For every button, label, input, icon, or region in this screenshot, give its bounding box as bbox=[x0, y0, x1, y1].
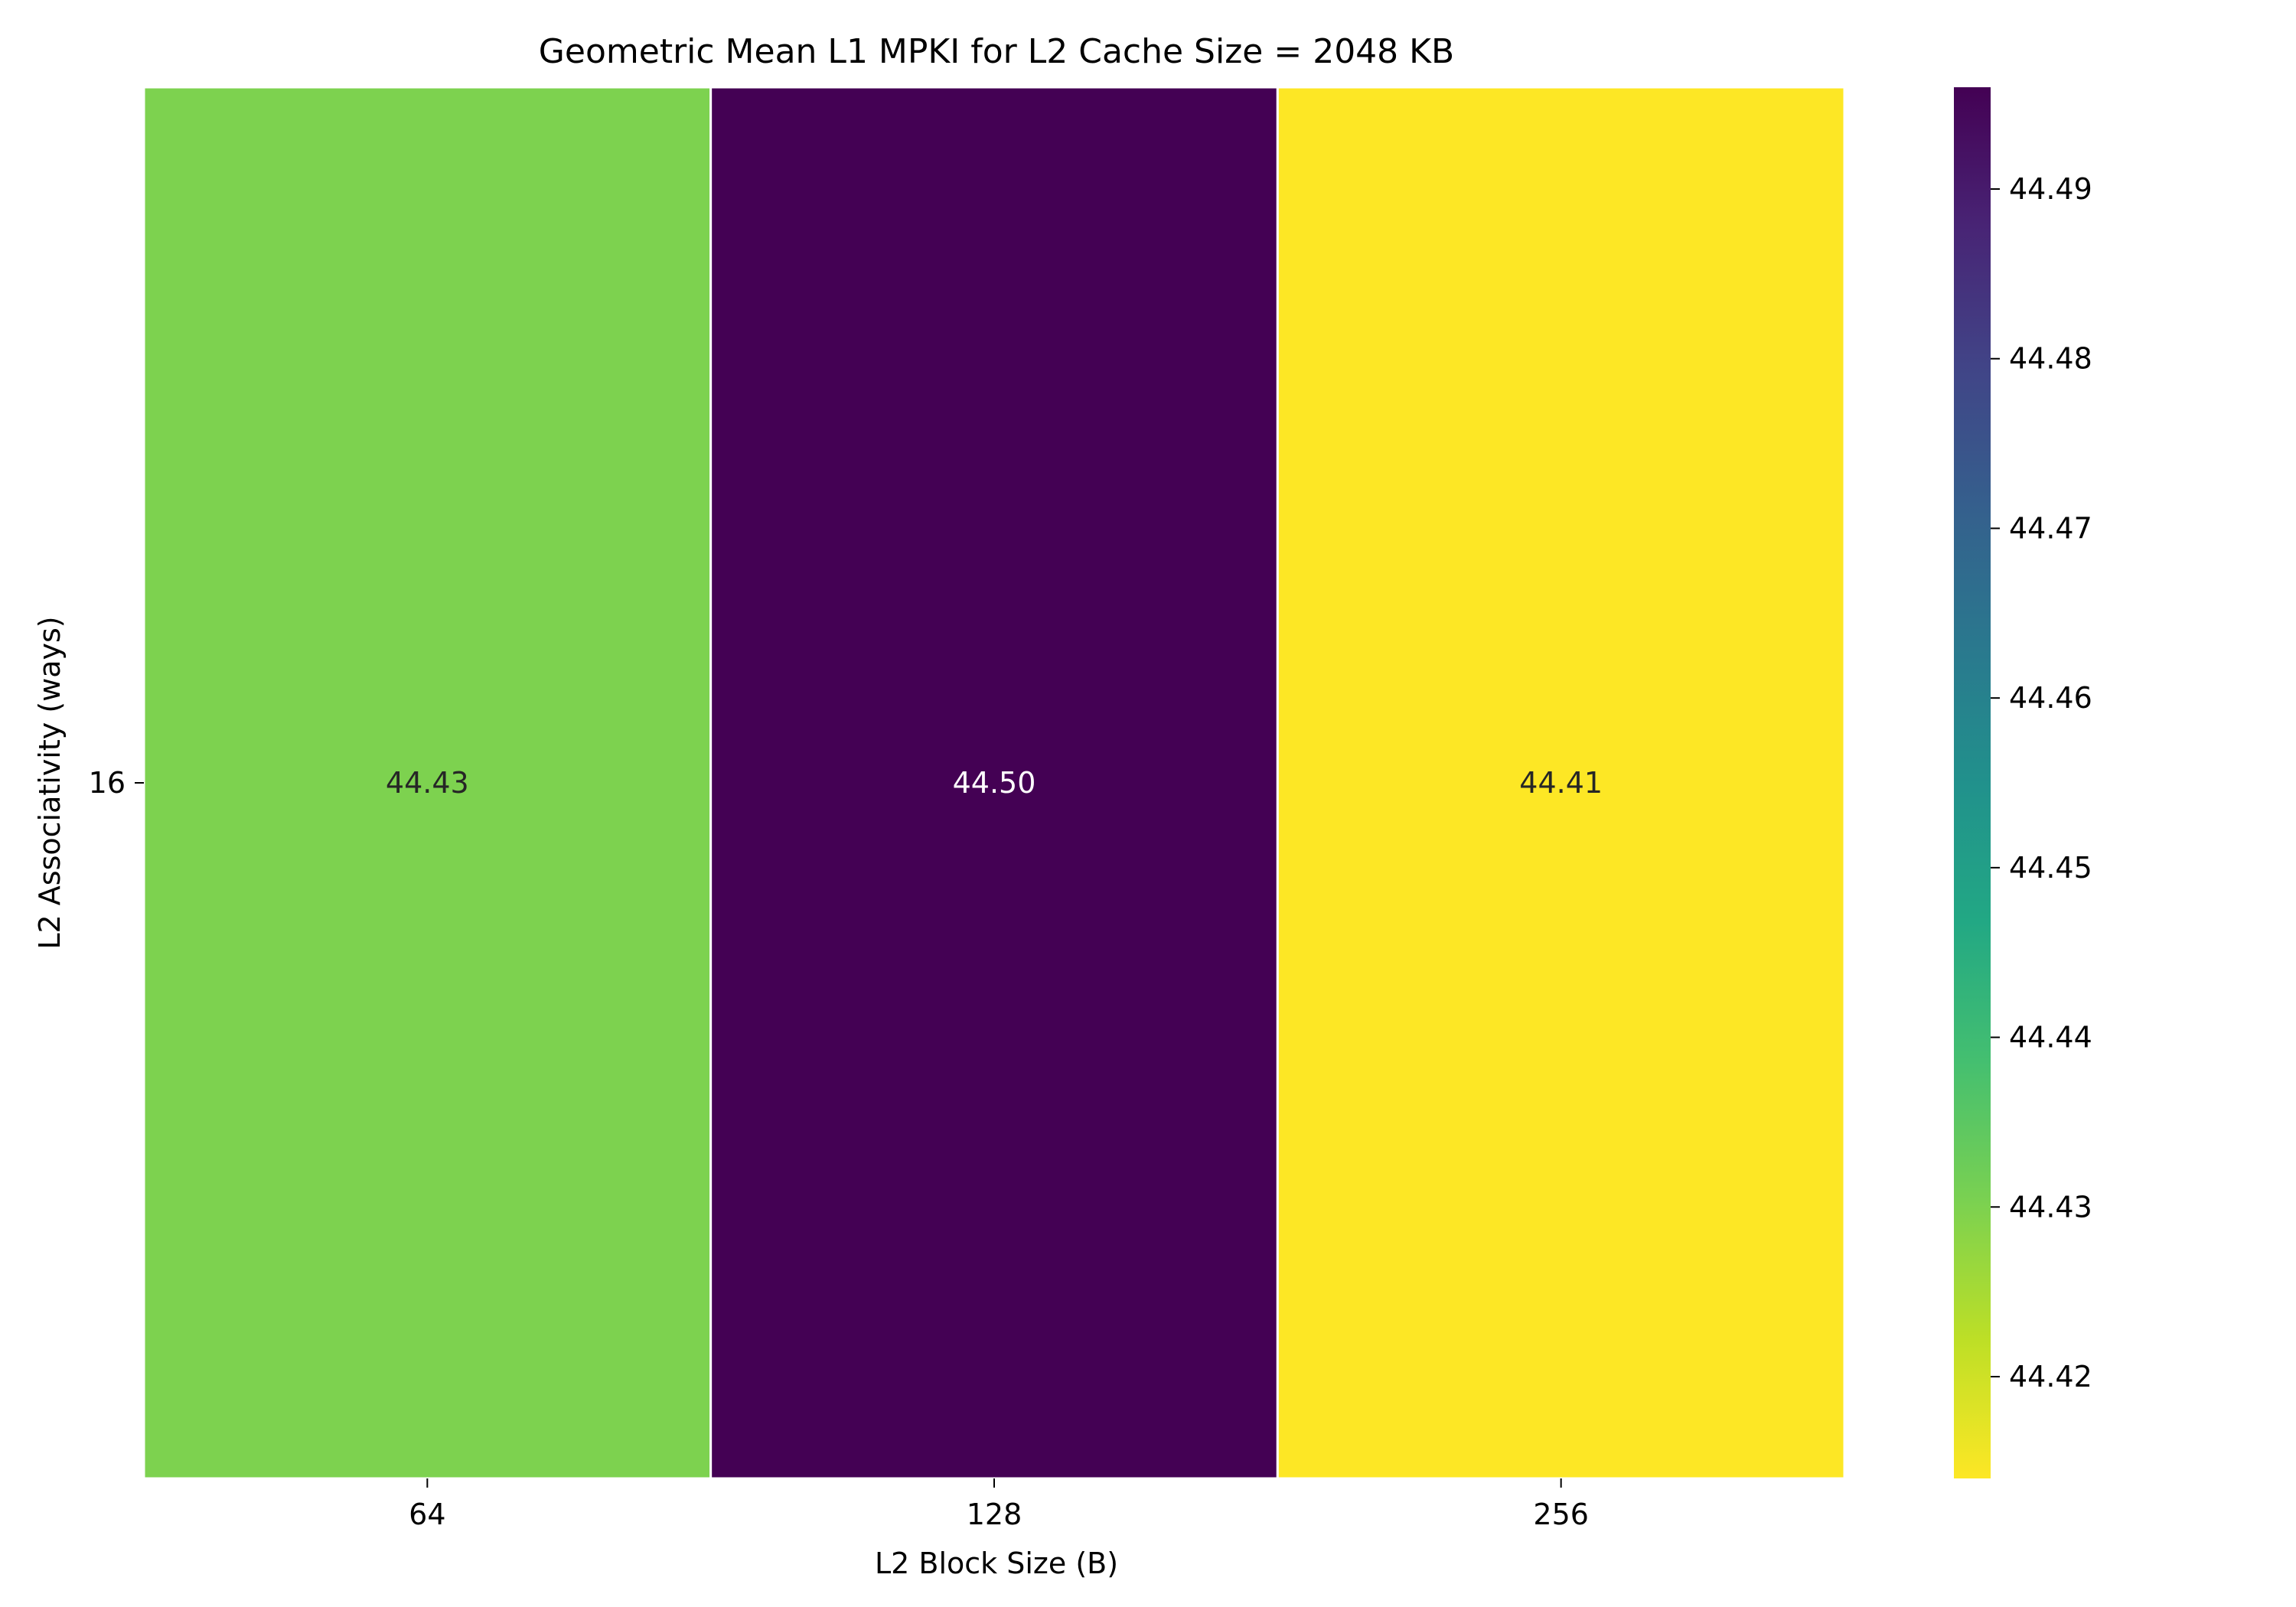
chart-title: Geometric Mean L1 MPKI for L2 Cache Size… bbox=[539, 32, 1454, 71]
heatmap-cell bbox=[1276, 86, 1846, 1480]
y-axis-label: L2 Associativity (ways) bbox=[33, 616, 67, 949]
x-tick-label: 128 bbox=[967, 1498, 1022, 1531]
colorbar-tick-label: 44.45 bbox=[2009, 851, 2092, 885]
colorbar-tick-label: 44.42 bbox=[2009, 1360, 2092, 1393]
heatmap-cell-labels: 44.43 44.50 44.41 bbox=[386, 766, 1603, 800]
colorbar-tick-label: 44.43 bbox=[2009, 1190, 2092, 1224]
y-tick-label: 16 bbox=[89, 766, 126, 800]
heatmap-cell bbox=[142, 86, 713, 1480]
x-axis-ticks: 64 128 256 bbox=[409, 1478, 1589, 1531]
y-axis-ticks: 16 bbox=[89, 766, 144, 800]
cell-value-label: 44.50 bbox=[953, 766, 1036, 800]
colorbar-tick-label: 44.48 bbox=[2009, 342, 2092, 376]
heatmap-cell bbox=[709, 86, 1279, 1480]
colorbar-ticks: 44.42 44.43 44.44 44.45 44.46 44.47 44.48 44.49 bbox=[1991, 172, 2092, 1393]
cell-value-label: 44.43 bbox=[386, 766, 469, 800]
colorbar-tick-label: 44.49 bbox=[2009, 172, 2092, 206]
x-axis-label: L2 Block Size (B) bbox=[875, 1547, 1118, 1580]
colorbar-tick-label: 44.44 bbox=[2009, 1021, 2092, 1054]
colorbar bbox=[1954, 87, 1991, 1478]
colorbar-tick-label: 44.47 bbox=[2009, 511, 2092, 545]
x-tick-label: 256 bbox=[1533, 1498, 1589, 1531]
x-tick-label: 64 bbox=[409, 1498, 445, 1531]
heatmap-cells bbox=[142, 86, 1846, 1480]
cell-value-label: 44.41 bbox=[1519, 766, 1603, 800]
colorbar-tick-label: 44.46 bbox=[2009, 681, 2092, 715]
